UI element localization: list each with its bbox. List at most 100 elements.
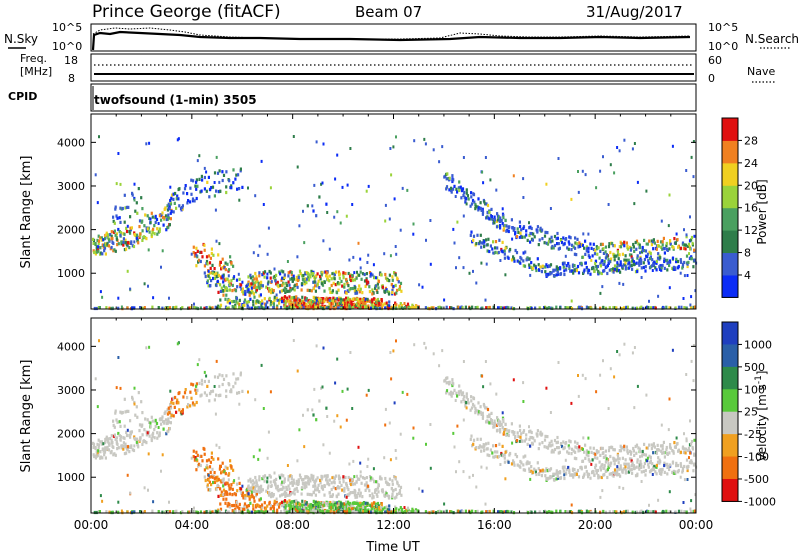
power-echo-cell bbox=[565, 268, 567, 271]
velocity-echo-cell bbox=[136, 438, 138, 441]
velocity-echo-cell bbox=[144, 486, 146, 489]
power-echo-cell bbox=[604, 260, 606, 263]
velocity-echo-cell bbox=[313, 491, 315, 494]
power-echo-cell bbox=[312, 209, 314, 212]
power-echo-cell bbox=[686, 233, 688, 236]
velocity-echo-cell bbox=[309, 479, 311, 482]
velocity-echo-cell bbox=[208, 458, 210, 461]
velocity-echo-cell bbox=[169, 390, 171, 393]
power-echo-cell bbox=[511, 218, 513, 221]
power-echo-cell bbox=[194, 185, 196, 188]
power-echo-cell bbox=[119, 221, 121, 224]
power-echo-cell bbox=[297, 166, 299, 169]
velocity-echo-cell bbox=[538, 472, 540, 475]
power-echo-cell bbox=[211, 264, 213, 267]
power-echo-cell bbox=[623, 244, 625, 247]
velocity-echo-cell bbox=[148, 452, 150, 455]
power-echo-cell bbox=[576, 242, 578, 245]
power-echo-cell bbox=[541, 229, 543, 232]
velocity-echo-cell bbox=[536, 433, 538, 436]
power-echo-cell bbox=[369, 290, 371, 293]
power-echo-cell bbox=[347, 184, 349, 187]
velocity-echo-cell bbox=[551, 440, 553, 443]
velocity-echo-cell bbox=[260, 485, 262, 488]
velocity-echo-cell bbox=[236, 501, 238, 504]
velocity-echo-cell bbox=[538, 447, 540, 450]
power-colorbar-tick-label: 4 bbox=[744, 269, 751, 282]
power-echo-cell bbox=[395, 253, 397, 256]
velocity-echo-cell bbox=[399, 489, 401, 492]
power-echo-cell bbox=[186, 192, 188, 195]
velocity-echo-cell bbox=[208, 380, 210, 383]
power-echo-cell bbox=[97, 245, 99, 248]
power-echo-cell bbox=[219, 169, 221, 172]
power-echo-cell bbox=[524, 265, 526, 268]
power-echo-cell bbox=[623, 139, 625, 142]
power-echo-cell bbox=[250, 282, 252, 285]
velocity-echo-cell bbox=[366, 394, 368, 397]
power-echo-cell bbox=[466, 202, 468, 205]
velocity-echo-cell bbox=[666, 446, 668, 449]
power-echo-cell bbox=[216, 284, 218, 287]
power-echo-cell bbox=[259, 287, 261, 290]
velocity-echo-cell bbox=[204, 391, 206, 394]
power-echo-cell bbox=[614, 264, 616, 267]
velocity-echo-cell bbox=[238, 403, 240, 406]
power-echo-cell bbox=[324, 281, 326, 284]
power-echo-cell bbox=[528, 263, 530, 266]
power-echo-cell bbox=[345, 278, 347, 281]
velocity-echo-cell bbox=[293, 479, 295, 482]
velocity-echo-cell bbox=[465, 401, 467, 404]
velocity-echo-cell bbox=[131, 430, 133, 433]
velocity-echo-cell bbox=[555, 473, 557, 476]
velocity-echo-cell bbox=[343, 480, 345, 483]
velocity-echo-cell bbox=[601, 489, 603, 492]
velocity-echo-cell bbox=[309, 493, 311, 496]
velocity-echo-cell bbox=[214, 375, 216, 378]
velocity-echo-cell bbox=[693, 453, 695, 456]
velocity-echo-cell bbox=[691, 461, 693, 464]
power-echo-cell bbox=[458, 189, 460, 192]
velocity-echo-cell bbox=[209, 511, 211, 514]
velocity-echo-cell bbox=[120, 445, 122, 448]
velocity-echo-cell bbox=[132, 398, 134, 401]
power-echo-cell bbox=[339, 273, 341, 276]
power-echo-cell bbox=[152, 216, 154, 219]
velocity-echo-cell bbox=[460, 400, 462, 403]
power-echo-cell bbox=[491, 215, 493, 218]
velocity-echo-cell bbox=[175, 411, 177, 414]
power-echo-cell bbox=[222, 280, 224, 283]
velocity-echo-cell bbox=[643, 443, 645, 446]
velocity-echo-cell bbox=[637, 458, 639, 461]
power-echo-cell bbox=[657, 295, 659, 298]
power-echo-cell bbox=[346, 292, 348, 295]
power-ytick-label: 3000 bbox=[57, 180, 85, 193]
velocity-echo-cell bbox=[232, 385, 234, 388]
velocity-echo-cell bbox=[239, 503, 241, 506]
velocity-echo-cell bbox=[400, 433, 402, 436]
power-echo-cell bbox=[193, 251, 195, 254]
power-echo-cell bbox=[334, 277, 336, 280]
power-echo-cell bbox=[219, 306, 221, 309]
power-echo-cell bbox=[529, 232, 531, 235]
velocity-echo-cell bbox=[582, 448, 584, 451]
power-echo-cell bbox=[368, 285, 370, 288]
velocity-echo-cell bbox=[565, 459, 567, 462]
velocity-echo-cell bbox=[615, 459, 617, 462]
power-colorbar-tick-label: 24 bbox=[744, 157, 758, 170]
power-echo-cell bbox=[233, 275, 235, 278]
power-echo-cell bbox=[522, 177, 524, 180]
velocity-echo-cell bbox=[207, 483, 209, 486]
velocity-echo-cell bbox=[256, 482, 258, 485]
velocity-echo-cell bbox=[557, 441, 559, 444]
cpid-label: CPID bbox=[8, 90, 37, 103]
power-echo-cell bbox=[462, 187, 464, 190]
power-echo-cell bbox=[482, 213, 484, 216]
power-echo-cell bbox=[299, 299, 301, 302]
power-echo-cell bbox=[212, 272, 214, 275]
power-echo-cell bbox=[296, 301, 298, 304]
power-echo-cell bbox=[107, 233, 109, 236]
power-echo-cell bbox=[516, 251, 518, 254]
velocity-echo-cell bbox=[390, 377, 392, 380]
